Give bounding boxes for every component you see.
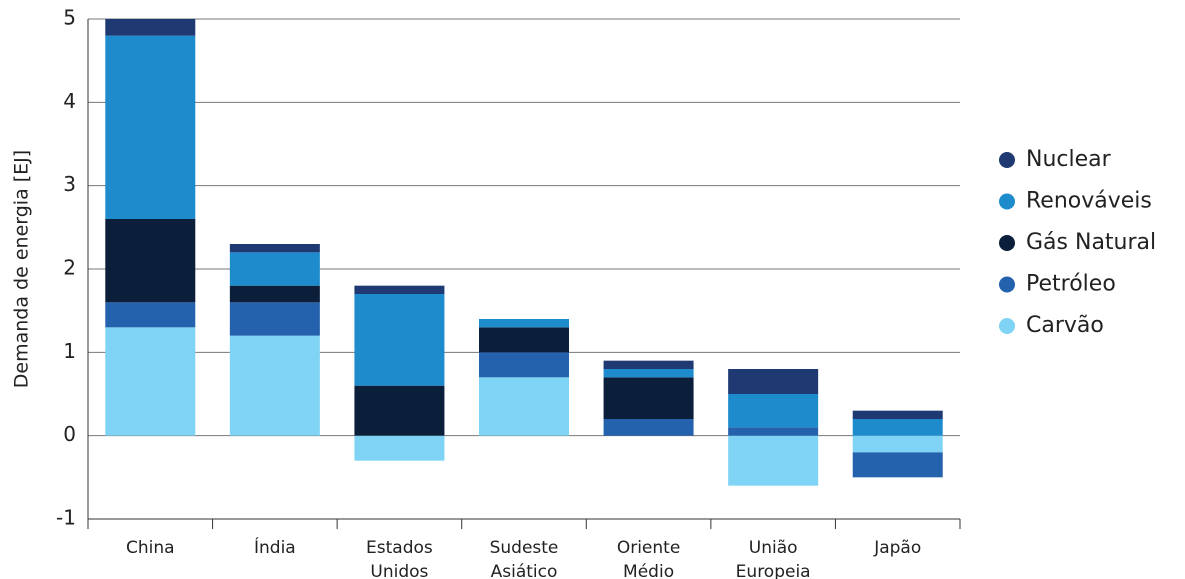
y-tick-label: 1 xyxy=(63,339,76,363)
bar-segment xyxy=(229,335,320,436)
bar-segment xyxy=(852,410,943,419)
y-tick-label: 5 xyxy=(63,6,76,30)
legend-marker xyxy=(999,235,1015,251)
bar-segment xyxy=(229,244,320,253)
bar-segment xyxy=(354,435,445,461)
bar-segment xyxy=(479,327,569,353)
bar-segment xyxy=(354,294,445,386)
legend-label: Renováveis xyxy=(1026,189,1152,214)
bar-segment xyxy=(728,435,819,486)
bar-segment xyxy=(852,419,943,436)
bar-segment xyxy=(105,35,196,219)
y-tick-label: -1 xyxy=(56,506,76,530)
bar-segment xyxy=(229,302,320,336)
bar-segment xyxy=(229,252,320,286)
bar-segment xyxy=(728,394,819,428)
bar-segment xyxy=(603,419,694,436)
bar-segment xyxy=(105,302,196,328)
x-tick-label: Índia xyxy=(254,536,296,558)
x-tick-label: Oriente Médio xyxy=(617,538,680,579)
bar-segment xyxy=(105,327,196,436)
legend-label: Gás Natural xyxy=(1026,230,1156,255)
x-tick-label: Japão xyxy=(873,538,921,558)
bar-segment xyxy=(354,385,445,436)
bar-segment xyxy=(229,285,320,303)
bar-segment xyxy=(479,319,569,328)
y-tick-label: 4 xyxy=(63,89,76,113)
legend-marker xyxy=(999,193,1015,210)
x-tick-label: China xyxy=(126,538,175,558)
bar-segment xyxy=(852,452,943,478)
y-tick-label: 3 xyxy=(63,172,76,196)
x-tick-label: União Europeia xyxy=(736,538,811,579)
bar-segment xyxy=(603,360,694,369)
x-tick-label: Sudeste Asiático xyxy=(490,538,559,579)
x-tick-label: Estados Unidos xyxy=(366,538,433,579)
bar-segment xyxy=(479,377,569,436)
bar-segment xyxy=(728,369,819,394)
bar-segment xyxy=(479,352,569,378)
bar-segment xyxy=(603,369,694,378)
bar-segment xyxy=(603,377,694,419)
bar-segment xyxy=(354,285,445,294)
bar-segment xyxy=(728,427,819,436)
legend-label: Nuclear xyxy=(1026,147,1112,172)
bar-segment xyxy=(852,435,943,453)
legend-marker xyxy=(999,276,1015,293)
legend-label: Petróleo xyxy=(1026,272,1116,297)
y-axis-label: Demanda de energia [EJ] xyxy=(11,150,33,388)
legend-label: Carvão xyxy=(1026,313,1104,338)
y-tick-label: 2 xyxy=(63,256,76,280)
bar-segment xyxy=(105,219,196,303)
y-tick-label: 0 xyxy=(63,422,76,446)
legend-marker xyxy=(999,152,1015,168)
legend-marker xyxy=(999,318,1015,334)
bar-segment xyxy=(105,19,196,36)
